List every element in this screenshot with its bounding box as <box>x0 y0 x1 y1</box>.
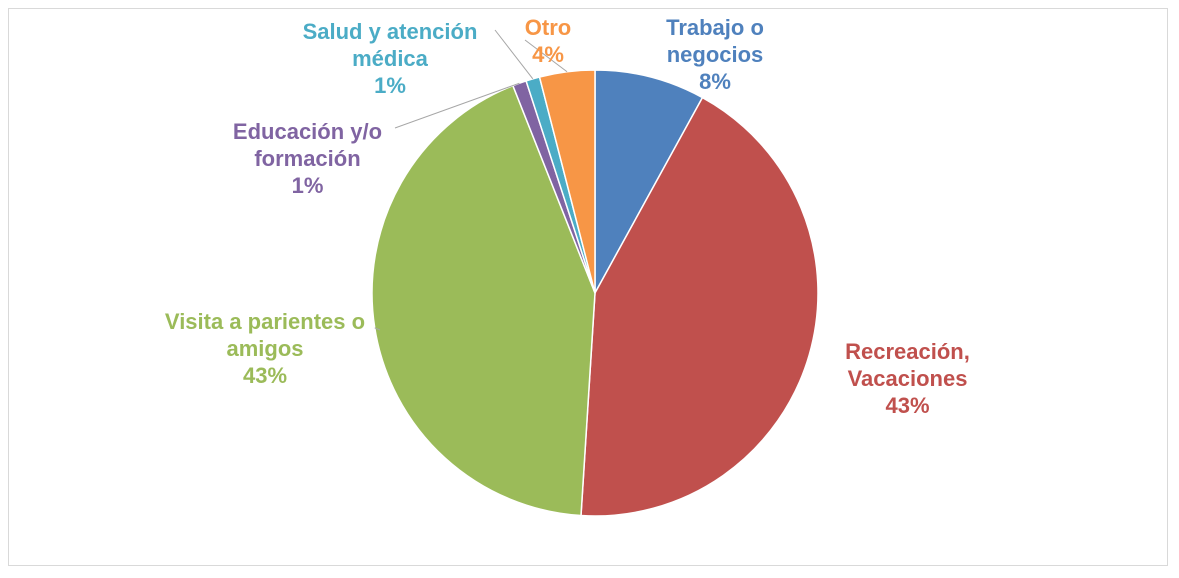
leader-line <box>394 82 520 129</box>
pie-slice <box>594 69 704 294</box>
data-label: Visita a parientes o amigos 43% <box>130 308 400 389</box>
data-label: Otro 4% <box>518 14 578 68</box>
category-label: Educación y/o formación <box>232 119 383 171</box>
value-label: 4% <box>532 42 564 67</box>
leader-line <box>374 327 381 331</box>
value-label: 43% <box>242 363 288 388</box>
data-label: Trabajo o negocios 8% <box>640 14 790 95</box>
value-label: 43% <box>885 393 930 418</box>
value-label: 8% <box>699 69 731 94</box>
category-label: Otro <box>524 15 572 40</box>
category-label: Visita a parientes o amigos <box>164 309 366 361</box>
data-label: Educación y/o formación 1% <box>200 118 415 199</box>
leader-line <box>524 39 568 73</box>
value-label: 1% <box>374 73 406 98</box>
category-label: Recreación, Vacaciones <box>845 339 970 391</box>
category-label: Trabajo o negocios <box>666 15 764 67</box>
category-label: Salud y atención médica <box>302 19 478 71</box>
data-label: Salud y atención médica 1% <box>275 18 505 99</box>
data-label: Recreación, Vacaciones 43% <box>820 338 995 419</box>
value-label: 1% <box>291 173 324 198</box>
leader-line <box>494 29 534 80</box>
chart-frame <box>8 8 1168 566</box>
pie-slice <box>538 69 596 294</box>
pie-slice <box>580 96 819 517</box>
